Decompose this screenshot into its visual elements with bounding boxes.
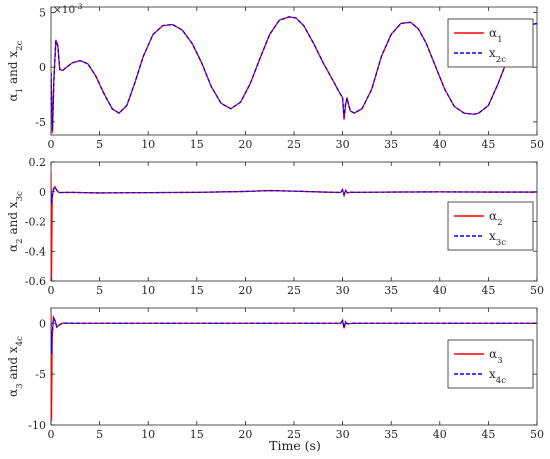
- y-tick-label: 5: [39, 6, 46, 19]
- x-tick-label: 0: [48, 284, 55, 297]
- x-tick-label: 30: [336, 138, 350, 151]
- x-tick-label: 40: [433, 284, 447, 297]
- subplot-2: 0 5 10 15 20 25 30 35 40 45 500.20-0.2-0.4-0.6α2 a…: [6, 156, 544, 297]
- x-tick-label: 25: [287, 428, 301, 441]
- x-tick-label: 35: [384, 284, 398, 297]
- y-tick-label: -0.6: [25, 275, 46, 288]
- x-tick-label: 10: [141, 428, 155, 441]
- x-tick-label: 35: [384, 138, 398, 151]
- legend-label-alpha: α1: [489, 26, 503, 45]
- subscript: 1: [15, 88, 25, 94]
- subscript: 3c: [496, 238, 506, 248]
- legend-label-x: x4c: [489, 367, 506, 386]
- y-tick-label: 0: [39, 317, 46, 330]
- subscript: 3: [15, 383, 25, 389]
- label-text: and x: [6, 51, 20, 88]
- label-text: x: [489, 229, 496, 243]
- y-tick-label: -0.2: [25, 216, 46, 229]
- label-text: α: [6, 244, 20, 252]
- label-text: x: [489, 367, 496, 381]
- series-line-x: [51, 16, 537, 131]
- y-tick-label: 0.2: [29, 156, 47, 169]
- y-axis-label: α3 and x4c: [6, 336, 25, 397]
- label-text: and x: [6, 201, 20, 238]
- x-tick-label: 45: [481, 428, 495, 441]
- x-tick-label: 30: [336, 428, 350, 441]
- x-tick-label: 20: [238, 138, 252, 151]
- x-tick-label: 15: [190, 138, 204, 151]
- x-tick-label: 15: [190, 428, 204, 441]
- x-tick-label: 5: [96, 138, 103, 151]
- subscript: 3c: [15, 191, 25, 201]
- legend-label-x: x3c: [489, 229, 506, 248]
- subscript: 4c: [15, 336, 25, 346]
- y-tick-label: -5: [35, 116, 46, 129]
- x-tick-label: 50: [530, 284, 544, 297]
- x-tick-label: 20: [238, 428, 252, 441]
- superscript: -3: [75, 2, 83, 11]
- x-tick-label: 5: [96, 284, 103, 297]
- x-tick-label: 5: [96, 428, 103, 441]
- label-text: α: [6, 389, 20, 397]
- label-text: α: [489, 347, 497, 361]
- y-tick-label: -5: [35, 368, 46, 381]
- x-tick-label: 25: [287, 138, 301, 151]
- label-text: α: [489, 26, 497, 40]
- y-tick-label: 0: [39, 61, 46, 74]
- label-text: x: [489, 46, 496, 60]
- legend-box: [447, 339, 534, 389]
- label-text: and x: [6, 346, 20, 383]
- x-tick-label: 35: [384, 428, 398, 441]
- legend-label-alpha: α3: [489, 347, 503, 366]
- legend-label-x: x2c: [489, 46, 506, 65]
- y-axis-label: α2 and x3c: [6, 191, 25, 252]
- x-tick-label: 0: [48, 428, 55, 441]
- series-line-x: [51, 316, 537, 354]
- subscript: 2: [15, 238, 25, 244]
- y-tick-label: 0: [39, 186, 46, 199]
- x-tick-label: 45: [481, 284, 495, 297]
- subscript: 2: [497, 218, 503, 228]
- subscript: 1: [497, 35, 503, 45]
- x-tick-label: 40: [433, 428, 447, 441]
- label-text: ×10: [53, 4, 75, 16]
- axis-exponent: ×10-3: [53, 2, 83, 17]
- subscript: 2c: [15, 40, 25, 50]
- x-tick-label: 45: [481, 138, 495, 151]
- x-tick-label: 0: [48, 138, 55, 151]
- x-tick-label: 10: [141, 138, 155, 151]
- x-tick-label: 50: [530, 428, 544, 441]
- x-tick-label: 10: [141, 284, 155, 297]
- legend-box: [447, 201, 534, 251]
- x-tick-label: 50: [530, 138, 544, 151]
- subscript: 4c: [496, 376, 506, 386]
- x-tick-label: 20: [238, 284, 252, 297]
- y-tick-label: -0.4: [25, 245, 46, 258]
- series-line-x: [51, 186, 537, 204]
- label-text: α: [6, 93, 20, 101]
- subscript: 3: [497, 356, 503, 366]
- y-tick-label: -10: [28, 419, 46, 432]
- x-tick-label: 30: [336, 284, 350, 297]
- y-axis-label: α1 and x2c: [6, 40, 25, 101]
- x-tick-label: 15: [190, 284, 204, 297]
- subscript: 2c: [496, 55, 506, 65]
- x-tick-label: 40: [433, 138, 447, 151]
- x-axis-label: Time (s): [269, 438, 321, 453]
- legend-label-alpha: α2: [489, 209, 503, 228]
- x-tick-label: 25: [287, 284, 301, 297]
- legend-box: [447, 18, 534, 68]
- label-text: α: [489, 209, 497, 223]
